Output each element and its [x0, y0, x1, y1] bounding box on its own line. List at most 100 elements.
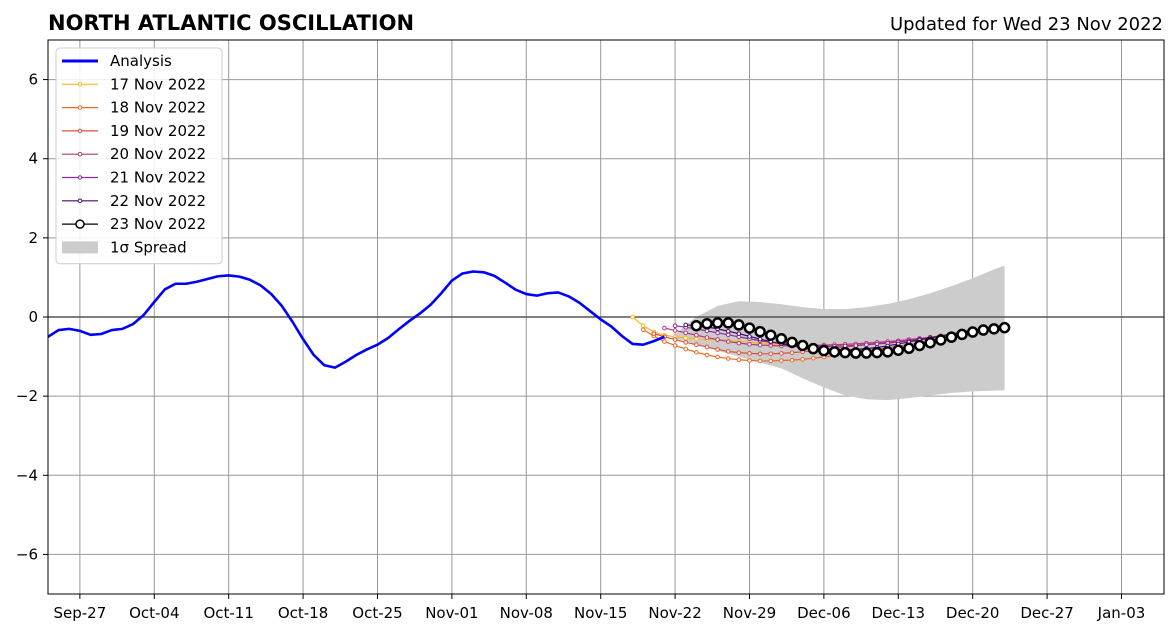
x-tick-label: Oct-04	[129, 604, 179, 622]
plot-frame	[47, 39, 1165, 595]
data-point	[839, 346, 851, 359]
data-point	[988, 323, 1000, 335]
data-point	[672, 337, 678, 342]
chart-title: NORTH ATLANTIC OSCILLATION	[48, 11, 414, 35]
data-point	[786, 336, 798, 349]
x-tick-label: Sep-27	[53, 604, 106, 622]
data-point	[757, 342, 763, 348]
data-point	[683, 322, 689, 328]
data-point	[672, 323, 678, 329]
data-point	[768, 351, 774, 357]
x-tick-label: Jan-03	[1097, 604, 1146, 622]
data-point	[747, 334, 752, 339]
legend-box	[55, 47, 223, 265]
legend-label: 19 Nov 2022	[110, 122, 206, 140]
data-point	[640, 323, 646, 329]
x-tick-label: Nov-01	[425, 604, 478, 622]
legend-item: 22 Nov 2022	[62, 192, 206, 210]
y-tick-label: −4	[16, 466, 38, 484]
plot-area: Sep-27 Oct-04 Oct-11 Oct-18 Oct-25 Nov-01 Nov-…	[16, 39, 1165, 622]
data-point	[715, 337, 720, 342]
legend-item: Analysis	[62, 52, 172, 70]
x-tick-label: Dec-27	[1020, 604, 1074, 622]
data-point	[747, 358, 752, 363]
x-tick-label: Nov-29	[723, 604, 776, 622]
data-point	[694, 332, 699, 338]
data-point	[694, 349, 699, 355]
legend-item: 20 Nov 2022	[62, 145, 206, 163]
data-point	[736, 331, 742, 336]
data-layer	[48, 265, 1164, 401]
data-point	[998, 321, 1011, 334]
data-point	[747, 342, 752, 347]
x-tick-label: Oct-18	[278, 604, 328, 622]
data-point	[892, 344, 905, 356]
data-point	[651, 331, 657, 336]
data-point	[810, 355, 816, 361]
data-point	[672, 343, 678, 348]
data-point	[956, 328, 968, 341]
data-point	[800, 357, 805, 362]
legend-swatch	[62, 241, 98, 254]
y-tick-label: −2	[16, 387, 38, 405]
data-point	[683, 340, 689, 345]
data-point	[690, 319, 703, 332]
legend-label: 17 Nov 2022	[110, 75, 206, 93]
y-tick-label: 0	[28, 308, 38, 326]
legend-marker	[77, 198, 83, 204]
legend-label: 1σ Spread	[110, 238, 187, 256]
data-point	[743, 322, 756, 334]
data-point	[757, 336, 763, 342]
data-point	[725, 328, 731, 334]
data-point	[871, 346, 883, 359]
data-point	[640, 327, 646, 332]
data-point	[757, 351, 763, 357]
data-point	[733, 319, 745, 331]
data-point	[757, 358, 763, 364]
data-point	[881, 346, 894, 358]
data-point	[715, 330, 720, 336]
legend-label: 20 Nov 2022	[110, 145, 206, 163]
data-point	[704, 328, 710, 334]
legend-label: 21 Nov 2022	[110, 169, 206, 187]
data-point	[683, 330, 689, 336]
data-point	[725, 349, 731, 354]
data-point	[662, 325, 667, 331]
x-tick-label: Nov-15	[574, 604, 627, 622]
data-point	[694, 342, 699, 348]
y-tick-label: 2	[28, 229, 38, 247]
data-point	[789, 357, 795, 363]
data-point	[807, 342, 820, 355]
x-tick-label: Nov-08	[500, 604, 553, 622]
data-point	[704, 335, 710, 340]
data-point	[935, 334, 947, 346]
analysis-line	[48, 270, 665, 369]
data-point	[789, 350, 795, 355]
legend: Analysis 17 Nov 2022 18 Nov 2022 19 Nov 202…	[55, 47, 223, 265]
data-point	[764, 329, 777, 341]
x-tick-label: Dec-13	[872, 604, 926, 622]
legend-item: 19 Nov 2022	[62, 122, 206, 140]
data-point	[630, 314, 635, 320]
series-23-nov-2022	[690, 317, 1011, 359]
data-point	[853, 343, 859, 348]
data-point	[715, 354, 720, 360]
data-point	[779, 358, 784, 363]
data-point	[913, 339, 926, 352]
data-point	[694, 336, 699, 342]
data-point	[796, 339, 809, 352]
data-point	[736, 350, 742, 355]
data-point	[725, 356, 731, 361]
data-point	[662, 339, 667, 344]
data-point	[683, 335, 689, 341]
data-point	[818, 344, 830, 357]
data-point	[704, 352, 710, 358]
legend-marker	[77, 82, 83, 87]
legend-marker	[77, 175, 83, 180]
legend-item: 17 Nov 2022	[62, 75, 206, 93]
legend-item: 23 Nov 2022	[62, 215, 206, 233]
data-point	[874, 341, 880, 347]
legend-item: 21 Nov 2022	[62, 169, 206, 187]
data-point	[977, 324, 990, 336]
data-point	[924, 336, 936, 349]
